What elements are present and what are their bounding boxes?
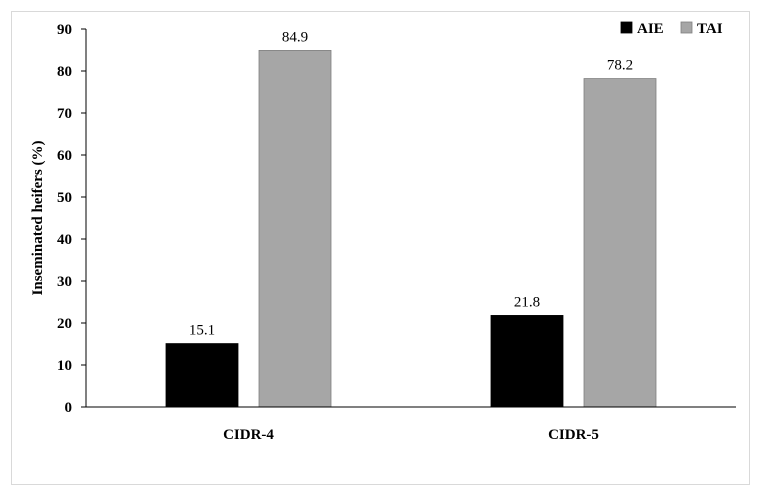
y-axis-ticks: 0 10 20 30 40 50 60 70 80 90 [57, 22, 86, 416]
category-label: CIDR-5 [548, 427, 599, 443]
y-tick-label: 80 [57, 64, 72, 80]
legend-label-aie: AIE [637, 21, 664, 37]
y-tick-label: 40 [57, 232, 72, 248]
category-label: CIDR-4 [223, 427, 274, 443]
bar-aie-cidr-4 [165, 343, 239, 408]
data-label: 78.2 [607, 58, 633, 74]
y-tick-label: 10 [57, 358, 72, 374]
category-labels: CIDR-4 CIDR-5 [223, 427, 599, 443]
bar-aie-cidr-5 [490, 315, 564, 408]
bar-tai-cidr-5 [583, 78, 657, 408]
data-label: 21.8 [514, 294, 540, 310]
legend-swatch-aie [620, 21, 633, 34]
legend-label-tai: TAI [697, 21, 723, 37]
y-tick-label: 0 [65, 400, 73, 416]
y-axis-title: Inseminated heifers (%) [30, 141, 46, 296]
y-tick-label: 50 [57, 190, 72, 206]
y-tick-label: 20 [57, 316, 72, 332]
data-labels: 15.1 84.9 21.8 78.2 [189, 29, 633, 338]
legend: AIE TAI [620, 21, 723, 37]
legend-swatch-tai [680, 21, 693, 34]
y-tick-label: 30 [57, 274, 72, 290]
data-label: 84.9 [282, 29, 308, 45]
y-tick-label: 70 [57, 106, 72, 122]
bars [165, 50, 657, 408]
y-tick-label: 60 [57, 148, 72, 164]
data-label: 15.1 [189, 323, 215, 339]
bar-tai-cidr-4 [258, 50, 332, 408]
y-tick-label: 90 [57, 22, 72, 38]
